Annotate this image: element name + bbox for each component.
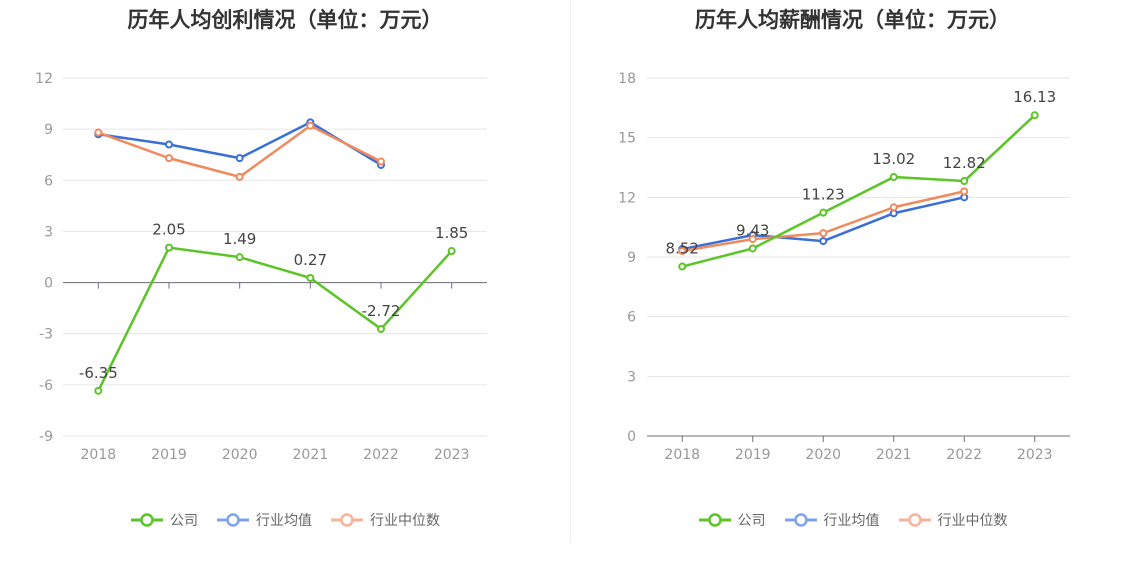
- data-point: [889, 203, 898, 212]
- legend-item-industry-median[interactable]: 行业中位数: [330, 510, 440, 530]
- data-point: [819, 229, 828, 238]
- profit-line-chart: 12 9 6 3 0 -3 -6 -9 2018 2019 2020 2021 2022 2023 -6.3…: [35, 71, 487, 463]
- data-point: [819, 208, 828, 217]
- legend-item-industry-median[interactable]: 行业中位数: [898, 510, 1008, 530]
- y-tick-label: 18: [618, 71, 636, 87]
- data-label: -6.35: [79, 364, 118, 382]
- series-line-公司: [97, 246, 453, 392]
- data-point: [235, 253, 244, 262]
- data-point: [678, 262, 687, 271]
- x-tick-label: 2020: [805, 447, 841, 463]
- legend-line-marker-icon: [784, 513, 817, 527]
- data-label: 2.05: [152, 221, 185, 239]
- data-point: [889, 173, 898, 182]
- legend-line-marker-icon: [698, 513, 731, 527]
- chart-legend: 公司 行业均值 行业中位数: [571, 510, 1134, 530]
- legend-label: 行业中位数: [370, 513, 440, 529]
- data-label: 13.02: [872, 150, 915, 168]
- chart-title: 历年人均薪酬情况（单位：万元）: [695, 8, 1010, 32]
- salary-line-chart: 18 15 12 9 6 3 0 2018 2019 2020 2021 2022 2023 8.52 9.…: [618, 71, 1070, 463]
- data-point: [165, 243, 173, 252]
- x-tick-label: 2020: [222, 447, 258, 463]
- data-label: 16.13: [1013, 88, 1056, 106]
- chart-legend: 公司 行业均值 行业中位数: [0, 510, 570, 530]
- series-line-行业中位数: [97, 124, 382, 179]
- data-point: [94, 128, 103, 137]
- y-tick-label: 6: [44, 173, 53, 189]
- x-tick-label: 2021: [876, 447, 912, 463]
- y-tick-label: 6: [627, 310, 636, 326]
- y-tick-label: -6: [39, 378, 53, 394]
- chart-panel-salary: 历年人均薪酬情况（单位：万元） 18 15 12 9 6 3 0 2018 2019 2020 20…: [571, 0, 1134, 582]
- legend-label: 行业中位数: [937, 513, 1008, 529]
- legend-item-company[interactable]: 公司: [130, 510, 198, 530]
- data-point: [748, 244, 757, 253]
- legend-label: 行业均值: [256, 513, 312, 529]
- data-label: 0.27: [294, 251, 327, 269]
- x-tick-label: 2023: [1017, 447, 1053, 463]
- data-point: [447, 247, 456, 256]
- legend-item-industry-average[interactable]: 行业均值: [784, 510, 880, 530]
- x-tick-label: 2019: [151, 447, 187, 463]
- x-tick-label: 2022: [363, 447, 399, 463]
- x-tick-label: 2018: [81, 447, 117, 463]
- data-point: [748, 235, 757, 244]
- y-tick-label: 3: [44, 224, 53, 240]
- data-point: [960, 177, 969, 186]
- legend-line-marker-icon: [898, 513, 931, 527]
- legend-label: 行业均值: [823, 513, 880, 529]
- y-tick-label: 9: [627, 250, 636, 266]
- y-tick-label: 0: [627, 429, 636, 445]
- data-label: 12.82: [943, 154, 986, 172]
- data-label: 9.43: [736, 221, 769, 239]
- data-point: [165, 154, 173, 163]
- data-point: [165, 140, 173, 149]
- data-point: [1030, 111, 1039, 120]
- data-label: 1.49: [223, 230, 256, 248]
- data-label: -2.72: [362, 302, 401, 320]
- x-tick-label: 2018: [664, 447, 700, 463]
- data-label: 1.85: [435, 224, 468, 242]
- chart-title: 历年人均创利情况（单位：万元）: [127, 8, 443, 32]
- y-tick-label: -3: [39, 327, 53, 343]
- y-tick-label: 0: [44, 276, 53, 292]
- y-tick-label: 12: [35, 71, 53, 87]
- data-point: [678, 247, 687, 256]
- y-tick-label: 9: [44, 122, 53, 138]
- data-point: [960, 187, 969, 196]
- legend-line-marker-icon: [217, 513, 249, 527]
- legend-line-marker-icon: [131, 513, 163, 527]
- y-tick-label: -9: [39, 429, 53, 445]
- legend-label: 公司: [170, 513, 198, 529]
- legend-line-marker-icon: [331, 513, 363, 527]
- data-point: [94, 386, 103, 395]
- legend-item-industry-average[interactable]: 行业均值: [216, 510, 312, 530]
- panel-divider: [570, 0, 571, 542]
- data-point: [306, 273, 315, 282]
- chart-panel-profit: 历年人均创利情况（单位：万元） 12 9 6 3 0 -3 -6 -9 2018 2019 2020…: [0, 8, 570, 530]
- data-label: 11.23: [802, 186, 845, 204]
- data-point: [235, 154, 244, 163]
- x-tick-label: 2019: [735, 447, 771, 463]
- legend-item-company[interactable]: 公司: [698, 510, 766, 530]
- data-label: 8.52: [666, 240, 699, 258]
- data-point: [377, 324, 385, 333]
- data-point: [377, 157, 385, 166]
- x-tick-label: 2021: [293, 447, 329, 463]
- data-point: [235, 172, 244, 181]
- legend-label: 公司: [737, 513, 766, 529]
- x-tick-label: 2023: [434, 447, 470, 463]
- y-tick-label: 15: [618, 131, 636, 147]
- data-point: [306, 121, 315, 130]
- series-line-公司: [681, 114, 1036, 268]
- x-tick-label: 2022: [946, 447, 982, 463]
- y-tick-label: 12: [618, 190, 636, 206]
- y-tick-label: 3: [627, 369, 636, 385]
- data-point: [819, 237, 828, 246]
